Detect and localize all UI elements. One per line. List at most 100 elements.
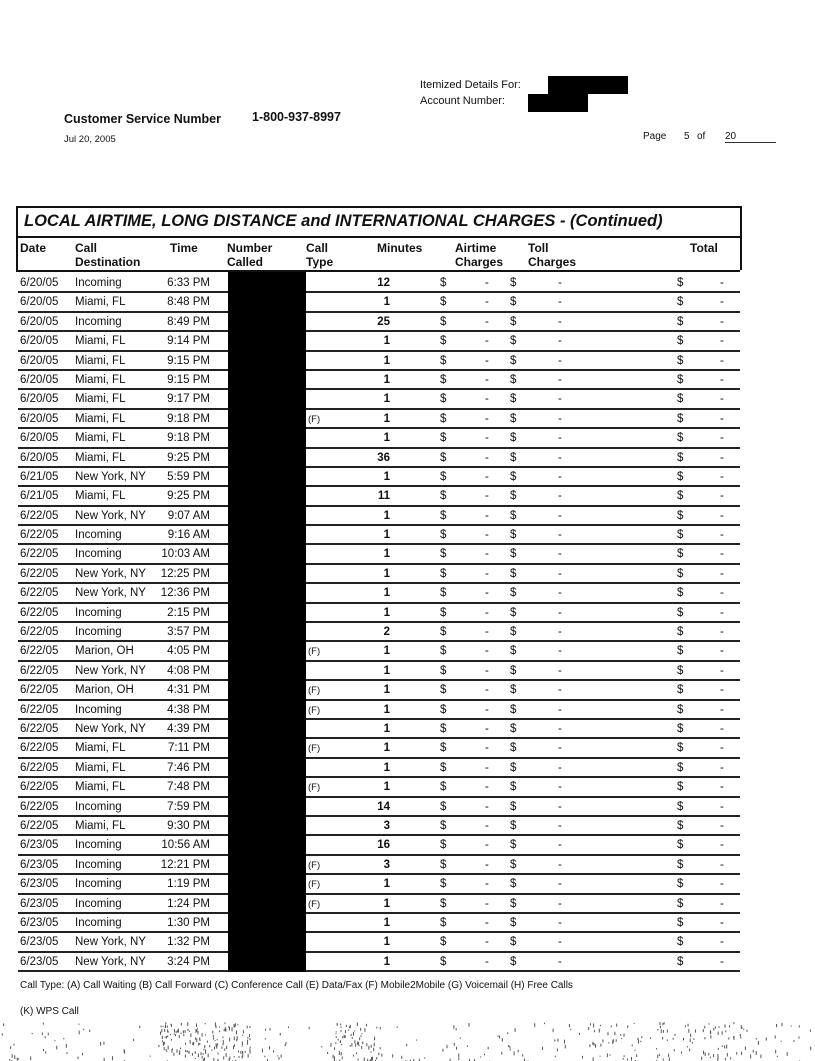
scan-speck	[280, 1054, 282, 1058]
total-currency: $	[677, 606, 684, 619]
airtime-charge: -	[485, 703, 489, 716]
scan-speck	[219, 1030, 221, 1033]
scan-speck	[564, 1044, 566, 1049]
call-type: (F)	[308, 743, 321, 755]
scan-speck	[446, 1044, 448, 1049]
title-divider	[16, 236, 740, 238]
call-date: 6/22/05	[20, 664, 59, 677]
toll-charge: -	[558, 451, 562, 464]
scan-speck	[190, 1033, 192, 1038]
scan-speck	[160, 1031, 162, 1035]
call-date: 6/22/05	[20, 703, 59, 716]
scan-speck	[351, 1037, 353, 1039]
airtime-charge: -	[485, 858, 489, 871]
total-currency: $	[677, 490, 684, 503]
scan-speck	[710, 1035, 712, 1039]
scan-speck	[634, 1049, 636, 1051]
airtime-currency: $	[440, 296, 447, 309]
call-date: 6/22/05	[20, 761, 59, 774]
call-time: 9:17 PM	[167, 393, 210, 406]
scan-speck	[612, 1039, 614, 1043]
call-minutes: 16	[377, 839, 390, 852]
call-minutes: 1	[383, 742, 390, 755]
scan-speck	[595, 1044, 597, 1048]
total-charge: -	[720, 315, 724, 328]
scan-speck	[327, 1051, 329, 1055]
call-time: 7:48 PM	[167, 781, 210, 794]
scan-speck	[285, 1042, 287, 1045]
call-date: 6/20/05	[20, 432, 59, 445]
scan-speck	[721, 1031, 723, 1035]
scan-speck	[161, 1035, 163, 1040]
toll-currency: $	[510, 470, 517, 483]
total-charge: -	[720, 432, 724, 445]
call-destination: Incoming	[75, 916, 122, 929]
scan-speck	[650, 1037, 652, 1039]
scan-speck	[242, 1055, 244, 1058]
scan-speck	[689, 1048, 691, 1052]
call-destination: Incoming	[75, 897, 122, 910]
scan-speck	[170, 1039, 172, 1041]
scan-speck	[589, 1044, 591, 1048]
scan-speck	[689, 1038, 691, 1042]
scan-speck	[780, 1040, 782, 1042]
airtime-currency: $	[440, 587, 447, 600]
scan-speck	[337, 1038, 339, 1041]
airtime-charge: -	[485, 296, 489, 309]
scan-speck	[379, 1047, 381, 1050]
scan-speck	[793, 1040, 795, 1042]
table-row: 6/22/05 Incoming 4:38 PM (F) 1 $ - $ - $ -	[18, 701, 740, 720]
scan-speck	[466, 1045, 468, 1047]
scan-speck	[214, 1022, 216, 1026]
scan-speck	[666, 1039, 668, 1041]
scan-speck	[693, 1038, 695, 1041]
scan-speck	[616, 1023, 618, 1027]
scan-speck	[237, 1050, 239, 1053]
scan-speck	[413, 1059, 415, 1061]
airtime-currency: $	[440, 916, 447, 929]
scan-speck	[63, 1037, 65, 1040]
airtime-currency: $	[440, 703, 447, 716]
total-currency: $	[677, 509, 684, 522]
airtime-currency: $	[440, 955, 447, 968]
call-destination: Miami, FL	[75, 761, 126, 774]
scan-speck	[199, 1039, 201, 1041]
scan-speck	[592, 1041, 594, 1045]
scan-speck	[167, 1045, 169, 1050]
scan-speck	[173, 1029, 175, 1032]
scan-speck	[381, 1053, 383, 1057]
scan-speck	[176, 1030, 178, 1034]
scan-speck	[335, 1042, 337, 1044]
scan-speck	[666, 1029, 668, 1033]
scan-speck	[179, 1050, 181, 1055]
call-date: 6/23/05	[20, 936, 59, 949]
scan-speck	[247, 1039, 249, 1044]
scan-speck	[614, 1031, 616, 1036]
call-date: 6/23/05	[20, 916, 59, 929]
scan-speck	[684, 1025, 686, 1028]
total-currency: $	[677, 470, 684, 483]
scan-speck	[249, 1034, 251, 1037]
scan-speck	[196, 1038, 198, 1043]
scan-speck	[246, 1025, 248, 1029]
call-destination: New York, NY	[75, 955, 146, 968]
call-time: 4:38 PM	[167, 703, 210, 716]
airtime-charge: -	[485, 955, 489, 968]
call-minutes: 1	[383, 432, 390, 445]
call-date: 6/20/05	[20, 412, 59, 425]
table-row: 6/22/05 Incoming 3:57 PM 2 $ - $ - $ -	[18, 623, 740, 643]
airtime-currency: $	[440, 315, 447, 328]
airtime-currency: $	[440, 470, 447, 483]
scan-speck	[599, 1055, 601, 1057]
airtime-charge: -	[485, 878, 489, 891]
call-minutes: 1	[383, 761, 390, 774]
scan-speck	[30, 1056, 32, 1061]
scan-speck	[222, 1036, 224, 1039]
scan-speck	[355, 1043, 357, 1047]
call-minutes: 1	[383, 354, 390, 367]
scan-speck	[332, 1054, 334, 1059]
scan-speck	[45, 1051, 47, 1054]
scan-speck	[195, 1029, 197, 1033]
scan-speck	[607, 1032, 609, 1036]
call-destination: Incoming	[75, 878, 122, 891]
